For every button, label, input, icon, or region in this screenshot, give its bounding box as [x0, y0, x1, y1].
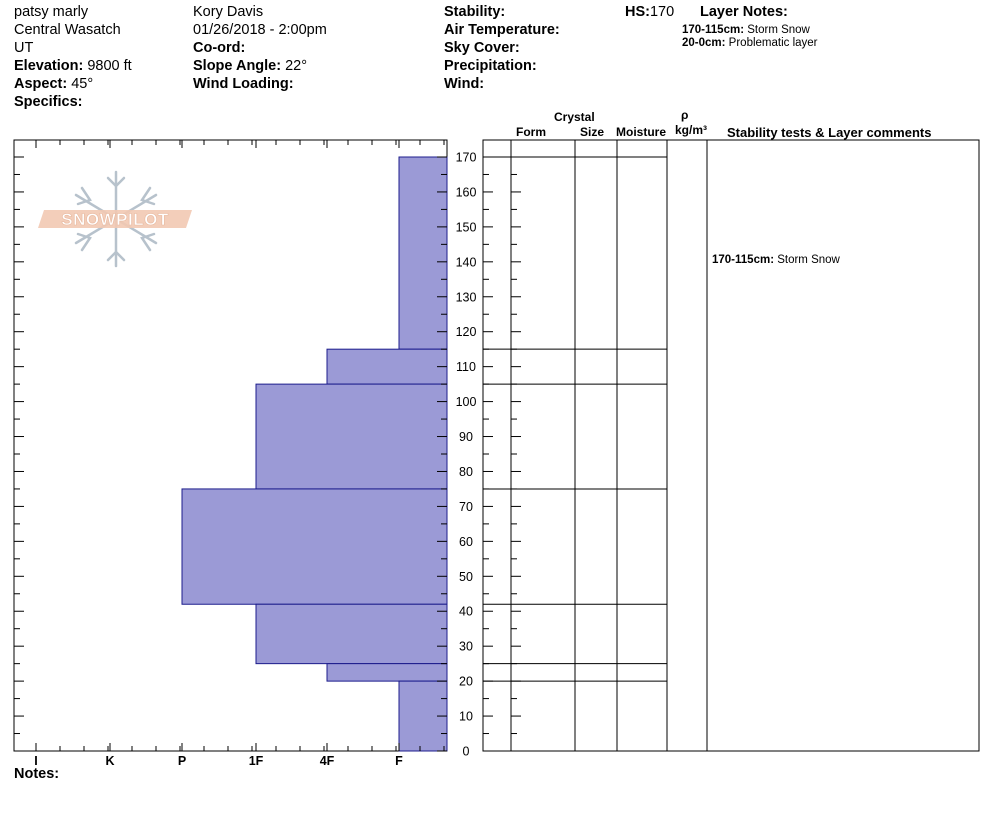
hardness-tick-label: P: [178, 754, 186, 768]
slope-angle: Slope Angle: 22°: [193, 58, 307, 74]
depth-tick-label: 20: [459, 675, 473, 689]
depth-tick-label: 110: [456, 360, 476, 374]
layer-note-2: 20-0cm: Problematic layer: [682, 37, 818, 49]
depth-tick-label: 70: [459, 500, 473, 514]
layer-notes-label: Layer Notes:: [700, 4, 788, 20]
layer-comment: 170-115cm: Storm Snow: [712, 254, 841, 266]
observer2-name: Kory Davis: [193, 4, 264, 20]
depth-tick-label: 60: [459, 535, 473, 549]
aspect-value: 45°: [71, 76, 94, 92]
coord-label: Co-ord:: [193, 40, 246, 56]
elevation: Elevation: 9800 ft: [14, 58, 132, 74]
wind-label: Wind:: [444, 76, 485, 92]
layer-note-text: Problematic layer: [728, 37, 818, 49]
hardness-tick-label: K: [105, 754, 114, 768]
crystal-header: Crystal: [554, 110, 595, 124]
density-unit: kg/m³: [675, 123, 708, 137]
depth-tick-label: 80: [459, 465, 473, 479]
hardness-tick-label: F: [395, 754, 403, 768]
depth-tick-label: 170: [456, 151, 477, 165]
hardness-bar: [181, 488, 448, 605]
density-symbol: ρ: [681, 108, 689, 122]
region: Central Wasatch: [14, 22, 121, 38]
depth-tick-label: 120: [456, 325, 477, 339]
hardness-tick-label: 4F: [320, 754, 335, 768]
hardness-bar: [326, 348, 448, 385]
notes-label: Notes:: [14, 766, 60, 782]
observer-name: patsy marly: [14, 4, 89, 20]
hardness-bar: [255, 603, 448, 665]
layer-note-range: 20-0cm:: [682, 37, 726, 49]
slope-angle-label: Slope Angle:: [193, 58, 282, 74]
hardness-bar: [398, 156, 448, 350]
slope-angle-value: 22°: [285, 58, 308, 74]
hs-value: 170: [649, 4, 675, 20]
hardness-tick-label: 1F: [249, 754, 264, 768]
wind-loading-label: Wind Loading:: [193, 76, 294, 92]
moisture-header: Moisture: [616, 125, 667, 139]
aspect-label: Aspect:: [14, 76, 68, 92]
depth-tick-label: 10: [459, 710, 473, 724]
hardness-bar: [255, 383, 448, 490]
layer-note-text: Storm Snow: [747, 24, 810, 36]
air-temperature-label: Air Temperature:: [444, 22, 560, 38]
specifics-label: Specifics:: [14, 94, 83, 110]
comments-header: Stability tests & Layer comments: [727, 125, 932, 140]
elevation-value: 9800 ft: [87, 58, 132, 74]
sky-cover-label: Sky Cover:: [444, 40, 520, 56]
logo-text: SNOWPILOT: [61, 210, 169, 229]
depth-tick-label: 0: [463, 745, 470, 759]
datetime: 01/26/2018 - 2:00pm: [193, 22, 327, 38]
hardness-tick-label: I: [34, 754, 37, 768]
form-header: Form: [516, 125, 546, 139]
depth-tick-label: 90: [459, 430, 473, 444]
aspect: Aspect: 45°: [14, 76, 93, 92]
size-header: Size: [580, 125, 605, 139]
depth-tick-label: 130: [456, 290, 477, 304]
stability-label: Stability:: [444, 4, 506, 20]
elevation-label: Elevation:: [14, 58, 84, 74]
hs-label: HS:: [625, 4, 650, 20]
precipitation-label: Precipitation:: [444, 58, 537, 74]
state: UT: [14, 40, 34, 56]
layer-note-range: 170-115cm:: [682, 24, 745, 36]
depth-tick-label: 30: [459, 640, 473, 654]
layer-grid-frame: [482, 139, 980, 752]
depth-tick-label: 100: [456, 395, 477, 409]
snowpilot-logo: SNOWPILOT: [38, 170, 192, 268]
depth-tick-label: 40: [459, 605, 473, 619]
depth-tick-label: 160: [456, 185, 477, 199]
depth-tick-label: 140: [456, 255, 477, 269]
hs: HS:170: [625, 4, 674, 20]
depth-tick-label: 150: [456, 220, 477, 234]
depth-tick-label: 50: [459, 570, 473, 584]
hardness-bar: [326, 663, 448, 682]
layer-note-1: 170-115cm: Storm Snow: [682, 24, 810, 36]
